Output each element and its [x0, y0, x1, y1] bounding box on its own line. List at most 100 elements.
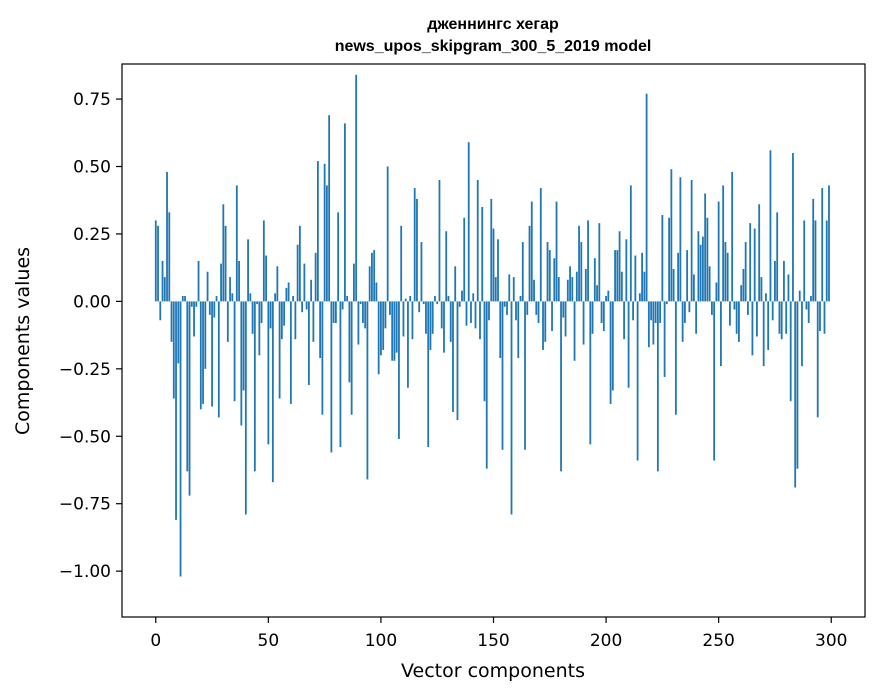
bar-147 [485, 301, 488, 469]
bar-155 [503, 301, 506, 307]
bar-133 [454, 266, 457, 302]
bar-269 [760, 277, 763, 302]
bar-58 [285, 287, 288, 302]
bar-54 [276, 266, 279, 302]
bar-183 [566, 279, 569, 302]
bar-298 [825, 220, 828, 302]
bar-291 [810, 295, 812, 302]
bar-7 [170, 301, 173, 342]
bar-21 [202, 301, 204, 404]
bar-105 [391, 301, 394, 361]
bar-64 [298, 225, 301, 302]
bar-72 [316, 161, 319, 302]
bar-10 [177, 301, 180, 364]
bar-207 [620, 271, 623, 302]
bar-166 [528, 225, 531, 302]
bar-130 [447, 295, 450, 302]
bar-97 [373, 250, 376, 302]
bar-120 [425, 301, 427, 334]
x-tick-label: 200 [590, 631, 622, 651]
bar-297 [823, 301, 826, 334]
bar-193 [589, 301, 592, 445]
bar-153 [499, 301, 502, 359]
bar-67 [305, 301, 308, 310]
bar-34 [231, 293, 234, 302]
bar-178 [555, 201, 558, 302]
bar-170 [537, 301, 540, 323]
bar-99 [377, 301, 380, 375]
bar-228 [668, 217, 671, 302]
bar-11 [179, 301, 182, 577]
bar-255 [729, 301, 731, 326]
y-tick-label: −0.75 [59, 495, 111, 515]
bar-127 [440, 301, 443, 329]
bar-219 [647, 301, 650, 348]
bar-150 [492, 228, 495, 302]
bar-196 [596, 285, 598, 302]
bar-184 [569, 266, 571, 302]
bar-4 [163, 277, 166, 302]
bar-47 [260, 301, 263, 323]
bar-66 [303, 263, 306, 302]
bar-202 [609, 301, 612, 404]
bar-275 [774, 260, 776, 302]
bar-63 [296, 244, 299, 302]
bar-38 [240, 301, 243, 426]
x-axis-label: Vector components [401, 660, 585, 682]
bar-154 [501, 301, 504, 450]
bar-259 [738, 301, 740, 342]
bar-134 [456, 301, 459, 421]
bar-284 [794, 301, 797, 488]
bar-173 [544, 301, 547, 342]
bar-87 [350, 301, 353, 415]
bar-70 [312, 301, 315, 342]
bar-27 [215, 295, 218, 302]
bar-285 [796, 301, 799, 469]
bar-241 [697, 231, 700, 302]
bar-3 [161, 260, 164, 302]
bar-76 [325, 185, 328, 302]
bar-100 [380, 301, 382, 356]
bar-43 [251, 301, 254, 334]
bar-74 [321, 301, 324, 415]
bar-86 [348, 301, 351, 383]
bar-263 [747, 301, 749, 315]
bar-299 [828, 185, 830, 302]
bar-204 [614, 250, 616, 302]
bar-50 [267, 301, 270, 445]
bar-126 [438, 180, 441, 302]
bar-109 [400, 225, 403, 302]
bar-239 [692, 274, 695, 302]
bar-295 [819, 301, 821, 332]
bar-233 [679, 177, 682, 302]
bar-61 [292, 295, 295, 302]
bar-234 [681, 301, 684, 342]
bar-191 [584, 269, 587, 302]
bar-289 [805, 301, 808, 310]
bar-122 [429, 301, 432, 350]
bar-281 [787, 274, 790, 302]
bar-24 [208, 301, 211, 315]
bar-169 [535, 301, 538, 315]
bar-138 [465, 301, 468, 326]
bar-2 [159, 301, 162, 321]
bar-156 [506, 301, 508, 315]
bar-80 [334, 301, 337, 323]
bar-29 [220, 263, 222, 302]
bar-258 [735, 301, 738, 334]
bar-112 [407, 301, 409, 388]
bar-249 [715, 282, 718, 302]
bar-46 [258, 301, 261, 356]
bar-104 [389, 301, 391, 315]
bars-group [154, 74, 830, 577]
bar-186 [573, 301, 576, 361]
bar-272 [767, 301, 770, 350]
bar-84 [344, 123, 346, 302]
bar-20 [199, 301, 202, 410]
bar-229 [670, 169, 673, 302]
y-tick-label: −1.00 [59, 562, 111, 582]
bar-6 [168, 212, 171, 302]
bar-95 [368, 266, 371, 302]
bar-51 [269, 301, 272, 329]
bar-117 [418, 301, 421, 313]
